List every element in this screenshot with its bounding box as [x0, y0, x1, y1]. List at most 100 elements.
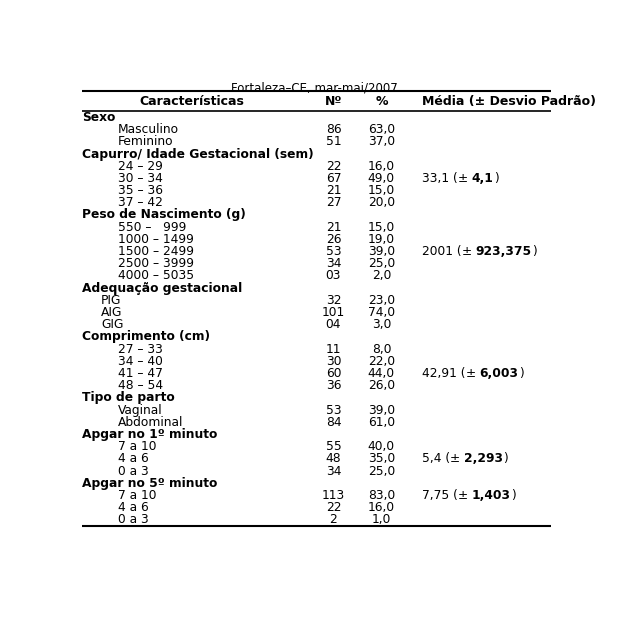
Text: 40,0: 40,0	[368, 440, 395, 453]
Text: 22: 22	[326, 160, 341, 173]
Text: 24 – 29: 24 – 29	[118, 160, 163, 173]
Text: 04: 04	[326, 318, 341, 331]
Text: 1500 – 2499: 1500 – 2499	[118, 245, 194, 258]
Text: Vaginal: Vaginal	[118, 404, 163, 417]
Text: 25,0: 25,0	[368, 257, 395, 270]
Text: 15,0: 15,0	[368, 220, 395, 233]
Text: Masculino: Masculino	[118, 123, 179, 136]
Text: 27: 27	[326, 196, 341, 209]
Text: ±: ±	[462, 245, 476, 258]
Text: 63,0: 63,0	[368, 123, 395, 136]
Text: 7,75 (: 7,75 (	[422, 489, 458, 502]
Text: 26,0: 26,0	[368, 379, 395, 392]
Text: 6,003: 6,003	[480, 367, 519, 380]
Text: 113: 113	[322, 489, 345, 502]
Text: 923,375: 923,375	[476, 245, 532, 258]
Text: Média (± Desvio Padrão): Média (± Desvio Padrão)	[422, 95, 596, 108]
Text: ): )	[511, 489, 515, 502]
Text: 67: 67	[326, 172, 341, 185]
Text: %: %	[375, 95, 387, 108]
Text: 21: 21	[326, 220, 341, 233]
Text: 8,0: 8,0	[371, 343, 391, 356]
Text: 4 a 6: 4 a 6	[118, 452, 149, 465]
Text: Peso de Nascimento (g): Peso de Nascimento (g)	[82, 209, 246, 222]
Text: 25,0: 25,0	[368, 465, 395, 478]
Text: 23,0: 23,0	[368, 294, 395, 307]
Text: 16,0: 16,0	[368, 160, 395, 173]
Text: 2500 – 3999: 2500 – 3999	[118, 257, 194, 270]
Text: 33,1 (: 33,1 (	[422, 172, 458, 185]
Text: 48: 48	[326, 452, 341, 465]
Text: 53: 53	[326, 245, 341, 258]
Text: 32: 32	[326, 294, 341, 307]
Text: 550 –   999: 550 – 999	[118, 220, 187, 233]
Text: 35,0: 35,0	[368, 452, 395, 465]
Text: Adequação gestacional: Adequação gestacional	[82, 282, 242, 294]
Text: 39,0: 39,0	[368, 245, 395, 258]
Text: Tipo de parto: Tipo de parto	[82, 391, 175, 404]
Text: 34 – 40: 34 – 40	[118, 355, 163, 368]
Text: 7 a 10: 7 a 10	[118, 489, 156, 502]
Text: 7 a 10: 7 a 10	[118, 440, 156, 453]
Text: ±: ±	[451, 452, 464, 465]
Text: 37,0: 37,0	[368, 135, 395, 148]
Text: 5,4 (: 5,4 (	[422, 452, 451, 465]
Text: ): )	[519, 367, 523, 380]
Text: 22,0: 22,0	[368, 355, 395, 368]
Text: 74,0: 74,0	[368, 306, 395, 319]
Text: 2,293: 2,293	[464, 452, 503, 465]
Text: Feminino: Feminino	[118, 135, 174, 148]
Text: 34: 34	[326, 257, 341, 270]
Text: 48 – 54: 48 – 54	[118, 379, 163, 392]
Text: 27 – 33: 27 – 33	[118, 343, 163, 356]
Text: 51: 51	[326, 135, 341, 148]
Text: 21: 21	[326, 184, 341, 197]
Text: ): )	[494, 172, 499, 185]
Text: 2,0: 2,0	[371, 270, 391, 283]
Text: 19,0: 19,0	[368, 233, 395, 246]
Text: 4 a 6: 4 a 6	[118, 501, 149, 514]
Text: 3,0: 3,0	[371, 318, 391, 331]
Text: 26: 26	[326, 233, 341, 246]
Text: 101: 101	[322, 306, 345, 319]
Text: 86: 86	[326, 123, 341, 136]
Text: 41 – 47: 41 – 47	[118, 367, 163, 380]
Text: ±: ±	[458, 489, 472, 502]
Text: ±: ±	[458, 172, 472, 185]
Text: 44,0: 44,0	[368, 367, 395, 380]
Text: Apgar no 5º minuto: Apgar no 5º minuto	[82, 477, 218, 490]
Text: Fortaleza–CE, mar-mai/2007.: Fortaleza–CE, mar-mai/2007.	[232, 82, 402, 94]
Text: 1000 – 1499: 1000 – 1499	[118, 233, 194, 246]
Text: ): )	[503, 452, 508, 465]
Text: 03: 03	[326, 270, 341, 283]
Text: 22: 22	[326, 501, 341, 514]
Text: ±: ±	[465, 367, 480, 380]
Text: 4,1: 4,1	[472, 172, 494, 185]
Text: AIG: AIG	[101, 306, 122, 319]
Text: Abdominal: Abdominal	[118, 416, 184, 428]
Text: 35 – 36: 35 – 36	[118, 184, 163, 197]
Text: 30: 30	[326, 355, 341, 368]
Text: Nº: Nº	[324, 95, 342, 108]
Text: 39,0: 39,0	[368, 404, 395, 417]
Text: Comprimento (cm): Comprimento (cm)	[82, 330, 210, 343]
Text: 16,0: 16,0	[368, 501, 395, 514]
Text: 11: 11	[326, 343, 341, 356]
Text: 84: 84	[326, 416, 341, 428]
Text: 0 a 3: 0 a 3	[118, 514, 149, 527]
Text: 2001 (: 2001 (	[422, 245, 462, 258]
Text: 30 – 34: 30 – 34	[118, 172, 163, 185]
Text: 53: 53	[326, 404, 341, 417]
Text: Sexo: Sexo	[82, 111, 116, 124]
Text: 34: 34	[326, 465, 341, 478]
Text: PIG: PIG	[101, 294, 122, 307]
Text: 0 a 3: 0 a 3	[118, 465, 149, 478]
Text: Capurro/ Idade Gestacional (sem): Capurro/ Idade Gestacional (sem)	[82, 148, 314, 160]
Text: GIG: GIG	[101, 318, 124, 331]
Text: 1,403: 1,403	[472, 489, 511, 502]
Text: 15,0: 15,0	[368, 184, 395, 197]
Text: Características: Características	[140, 95, 245, 108]
Text: 1,0: 1,0	[371, 514, 391, 527]
Text: 36: 36	[326, 379, 341, 392]
Text: 55: 55	[326, 440, 341, 453]
